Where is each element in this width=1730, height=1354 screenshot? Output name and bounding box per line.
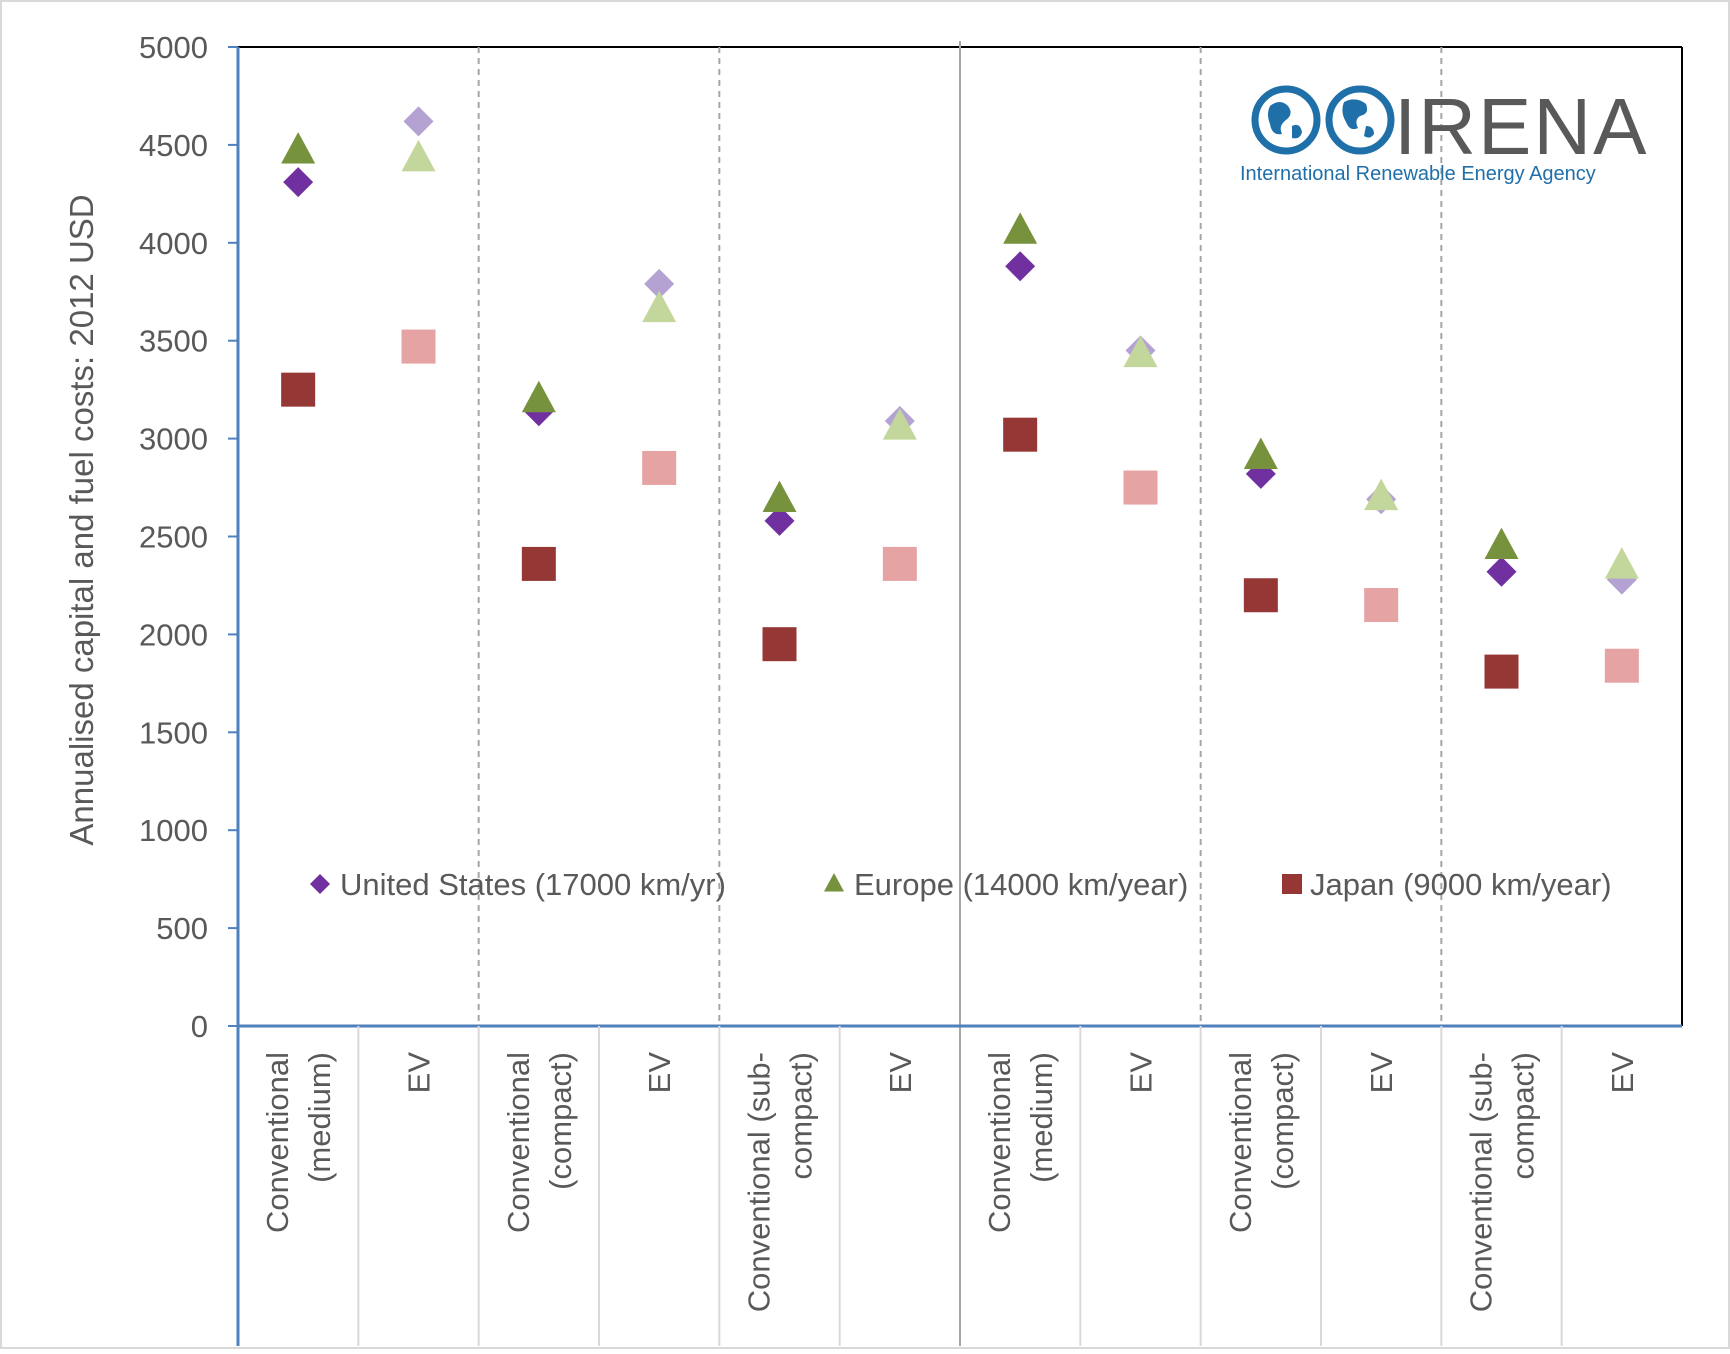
x-tick-label: (compact) <box>1265 1052 1300 1190</box>
x-tick-label: EV <box>1124 1052 1159 1094</box>
square-marker <box>642 450 677 485</box>
logo-wordmark: IRENA <box>1394 82 1649 171</box>
triangle-marker <box>281 132 316 164</box>
x-tick-label: Conventional (sub- <box>1464 1052 1499 1312</box>
y-tick-label: 1000 <box>139 813 208 848</box>
y-tick-label: 3000 <box>139 422 208 457</box>
square-marker <box>1003 417 1038 452</box>
x-tick-label: Conventional (sub- <box>742 1052 777 1312</box>
legend-diamond-icon <box>310 874 330 894</box>
y-tick-label: 1500 <box>139 715 208 750</box>
irena-logo: IRENA International Renewable Energy Age… <box>1240 82 1649 185</box>
x-tick-label: compact) <box>1506 1052 1541 1179</box>
square-marker <box>1123 470 1158 505</box>
triangle-marker <box>1003 212 1038 244</box>
triangle-marker <box>1243 437 1278 469</box>
x-tick-label: EV <box>883 1052 918 1094</box>
triangle-marker <box>1604 547 1639 579</box>
square-marker <box>1364 588 1399 623</box>
y-tick-label: 5000 <box>139 30 208 65</box>
x-tick-label: Conventional <box>1223 1052 1258 1233</box>
x-tick-label: (medium) <box>302 1052 337 1183</box>
square-marker <box>401 329 436 364</box>
x-tick-label: (compact) <box>543 1052 578 1190</box>
y-axis: 0 500 1000 1500 2000 2500 3000 3500 4000 4500 5000 <box>139 30 240 1346</box>
y-tick-label: 3500 <box>139 324 208 359</box>
triangle-marker <box>642 290 677 323</box>
legend-square-icon <box>1282 874 1302 894</box>
y-tick-label: 4500 <box>139 128 208 163</box>
plot-area <box>238 41 1683 1346</box>
y-tick-label: 500 <box>156 911 208 946</box>
x-tick-label: Conventional <box>501 1052 536 1233</box>
x-axis: Conventional (medium) EV Conventional (compa… <box>238 1024 1682 1346</box>
square-marker <box>762 627 797 662</box>
logo-tagline: International Renewable Energy Agency <box>1240 163 1596 185</box>
diamond-marker <box>644 268 675 299</box>
legend-label: United States (17000 km/yr) <box>340 867 726 902</box>
triangle-marker <box>521 380 556 413</box>
square-marker <box>1243 578 1278 613</box>
triangle-marker <box>1123 335 1158 368</box>
triangle-marker <box>401 139 436 172</box>
y-axis-title: Annualised capital and fuel costs: 2012 … <box>63 194 100 845</box>
diamond-marker <box>764 505 795 536</box>
square-marker <box>1604 648 1639 683</box>
x-tick-label: EV <box>1605 1052 1640 1094</box>
y-tick-label: 0 <box>191 1009 208 1044</box>
x-tick-label: EV <box>402 1052 437 1094</box>
diamond-marker <box>403 106 434 137</box>
data-markers <box>281 106 1639 689</box>
legend-triangle-icon <box>824 873 844 892</box>
x-tick-label: compact) <box>784 1052 819 1179</box>
x-tick-label: Conventional <box>260 1052 295 1233</box>
legend-label: Europe (14000 km/year) <box>854 867 1188 902</box>
triangle-marker <box>1484 527 1519 560</box>
diamond-marker <box>283 167 314 198</box>
triangle-marker <box>882 408 917 440</box>
y-tick-label: 2000 <box>139 617 208 652</box>
y-tick-label: 4000 <box>139 226 208 261</box>
y-tick-label: 2500 <box>139 520 208 555</box>
triangle-marker <box>1364 478 1399 511</box>
x-tick-label: Conventional <box>982 1052 1017 1233</box>
square-marker <box>882 546 917 581</box>
square-marker <box>1484 654 1519 689</box>
legend: United States (17000 km/yr) Europe (14000… <box>310 867 1612 902</box>
diamond-marker <box>1486 556 1517 587</box>
globe-infinity-icon <box>1251 85 1395 155</box>
x-tick-label: EV <box>642 1052 677 1094</box>
square-marker <box>521 546 556 581</box>
square-marker <box>281 372 316 407</box>
x-tick-label: (medium) <box>1024 1052 1059 1183</box>
diamond-marker <box>1005 251 1036 282</box>
x-tick-label: EV <box>1364 1052 1399 1094</box>
legend-label: Japan (9000 km/year) <box>1310 867 1612 902</box>
triangle-marker <box>762 480 797 513</box>
